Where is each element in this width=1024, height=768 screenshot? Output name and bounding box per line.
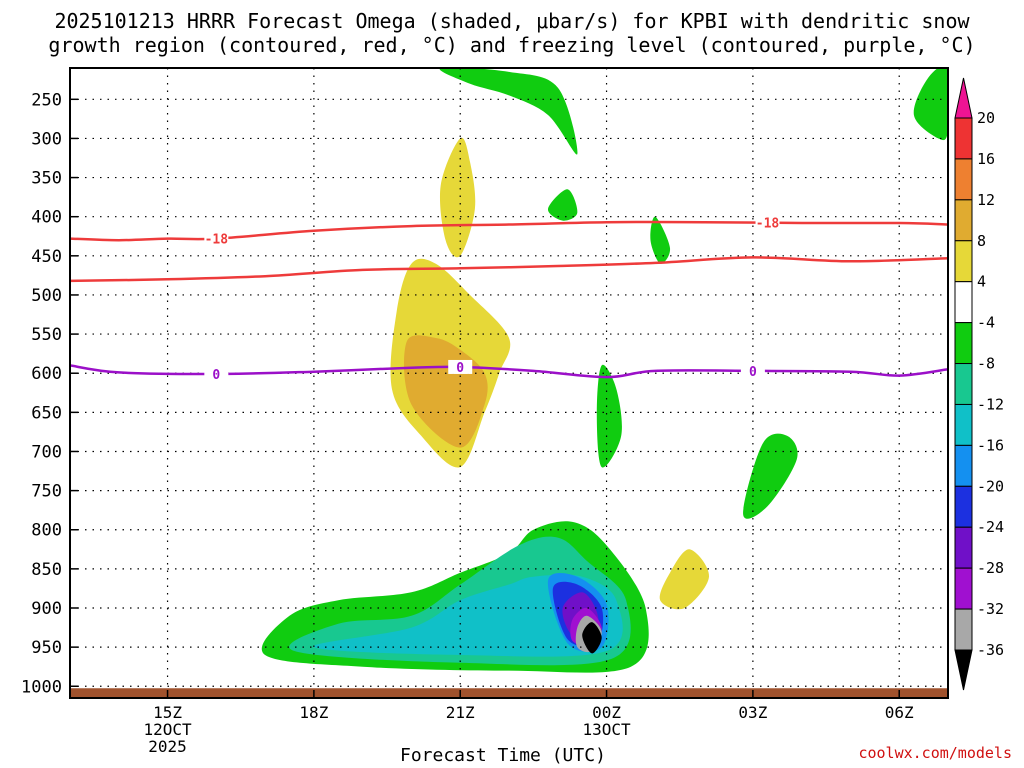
colorbar-cell-8 bbox=[954, 444, 973, 487]
dgz-isotherm-0 bbox=[70, 220, 948, 242]
colorbar-label-4: 4 bbox=[977, 273, 986, 291]
x-tick-label-06Z: 06Z bbox=[885, 703, 914, 722]
y-tick-label-350: 350 bbox=[31, 169, 62, 189]
x-tick-label-21Z: 21Z bbox=[446, 703, 475, 722]
isotherm-label-2-bg bbox=[755, 215, 780, 230]
y-tick-label-1000: 1000 bbox=[21, 677, 62, 697]
freezing-label-1: 0 bbox=[212, 368, 220, 383]
colorbar-cell-1 bbox=[954, 158, 973, 201]
isotherm-label-1-bg bbox=[204, 231, 229, 246]
isotherm-label-1: -18 bbox=[205, 233, 229, 248]
colorbar-label-16: 16 bbox=[977, 150, 995, 168]
freezing-label-2-bg bbox=[448, 359, 473, 374]
colorbar-bottom-triangle bbox=[954, 649, 973, 691]
colorbar-label--8: -8 bbox=[977, 355, 995, 373]
x-tick-sublabel-00Z-0: 13OCT bbox=[582, 720, 631, 739]
omega-region-15 bbox=[650, 216, 671, 264]
y-tick-label-450: 450 bbox=[31, 247, 62, 267]
omega-region-17 bbox=[743, 433, 798, 519]
colorbar-label--4: -4 bbox=[977, 314, 995, 332]
y-tick-label-400: 400 bbox=[31, 208, 62, 228]
x-tick-label-03Z: 03Z bbox=[738, 703, 767, 722]
y-tick-label-500: 500 bbox=[31, 286, 62, 306]
y-tick-label-550: 550 bbox=[31, 325, 62, 345]
colorbar-cell-0 bbox=[954, 117, 973, 160]
colorbar-label--24: -24 bbox=[977, 518, 1004, 536]
colorbar-cell-10 bbox=[954, 526, 973, 569]
x-tick-label-18Z: 18Z bbox=[299, 703, 328, 722]
chart-title-line-2: growth region (contoured, red, °C) and f… bbox=[48, 33, 976, 57]
omega-region-0 bbox=[103, 68, 153, 233]
x-tick-sublabel-15Z-1: 2025 bbox=[148, 737, 187, 756]
colorbar-cell-6 bbox=[954, 363, 973, 405]
y-tick-label-700: 700 bbox=[31, 442, 62, 462]
omega-region-3 bbox=[497, 68, 851, 343]
colorbar-label--28: -28 bbox=[977, 559, 1004, 577]
omega-region-16 bbox=[596, 364, 622, 468]
colorbar-label--12: -12 bbox=[977, 395, 1004, 413]
y-tick-label-900: 900 bbox=[31, 599, 62, 619]
omega-region-5 bbox=[796, 338, 827, 400]
y-tick-label-250: 250 bbox=[31, 90, 62, 110]
freezing-label-3: 0 bbox=[749, 365, 757, 380]
omega-region-10 bbox=[439, 137, 476, 258]
x-tick-label-15Z: 15Z bbox=[153, 703, 182, 722]
y-tick-label-750: 750 bbox=[31, 482, 62, 502]
colorbar-cell-12 bbox=[954, 608, 973, 651]
colorbar-label--20: -20 bbox=[977, 477, 1004, 495]
freezing-label-2: 0 bbox=[456, 361, 464, 376]
ground-strip bbox=[70, 688, 948, 698]
colorbar-label--36: -36 bbox=[977, 641, 1004, 659]
x-axis-title: Forecast Time (UTC) bbox=[400, 745, 606, 766]
freezing-label-3-bg bbox=[740, 363, 765, 378]
colorbar-label--16: -16 bbox=[977, 436, 1004, 454]
colorbar-cell-11 bbox=[954, 567, 973, 610]
credit-text: coolwx.com/models bbox=[858, 744, 1012, 762]
omega-region-1 bbox=[196, 160, 237, 214]
omega-region-21 bbox=[313, 574, 623, 657]
omega-region-6 bbox=[147, 498, 197, 554]
colorbar-label-8: 8 bbox=[977, 232, 986, 250]
colorbar-cell-5 bbox=[954, 322, 973, 365]
omega-region-18 bbox=[913, 68, 948, 141]
y-tick-label-600: 600 bbox=[31, 364, 62, 384]
omega-region-11 bbox=[659, 549, 710, 610]
chart-title-line-1: 2025101213 HRRR Forecast Omega (shaded, … bbox=[54, 9, 970, 33]
omega-region-27 bbox=[582, 622, 602, 654]
colorbar-label--32: -32 bbox=[977, 600, 1004, 618]
freezing-label-1-bg bbox=[204, 367, 229, 381]
colorbar-cell-2 bbox=[954, 199, 973, 242]
colorbar-top-triangle bbox=[954, 77, 973, 119]
y-tick-label-300: 300 bbox=[31, 129, 62, 149]
x-tick-sublabel-15Z-0: 12OCT bbox=[143, 720, 192, 739]
isotherm-label-2: -18 bbox=[756, 217, 780, 232]
omega-region-14 bbox=[547, 189, 578, 221]
colorbar-cell-4 bbox=[954, 281, 973, 324]
colorbar-label-20: 20 bbox=[977, 109, 995, 127]
y-tick-label-800: 800 bbox=[31, 521, 62, 541]
colorbar-cell-7 bbox=[954, 403, 973, 446]
colorbar-cell-3 bbox=[954, 240, 973, 283]
x-tick-label-00Z: 00Z bbox=[592, 703, 621, 722]
omega-region-13 bbox=[439, 68, 578, 155]
dgz-isotherm-1 bbox=[70, 256, 948, 283]
y-tick-label-950: 950 bbox=[31, 638, 62, 658]
colorbar-cell-9 bbox=[954, 485, 973, 528]
y-tick-label-650: 650 bbox=[31, 403, 62, 423]
plot-frame bbox=[69, 67, 949, 699]
y-tick-label-850: 850 bbox=[31, 560, 62, 580]
colorbar-label-12: 12 bbox=[977, 191, 995, 209]
omega-region-8 bbox=[826, 646, 940, 667]
